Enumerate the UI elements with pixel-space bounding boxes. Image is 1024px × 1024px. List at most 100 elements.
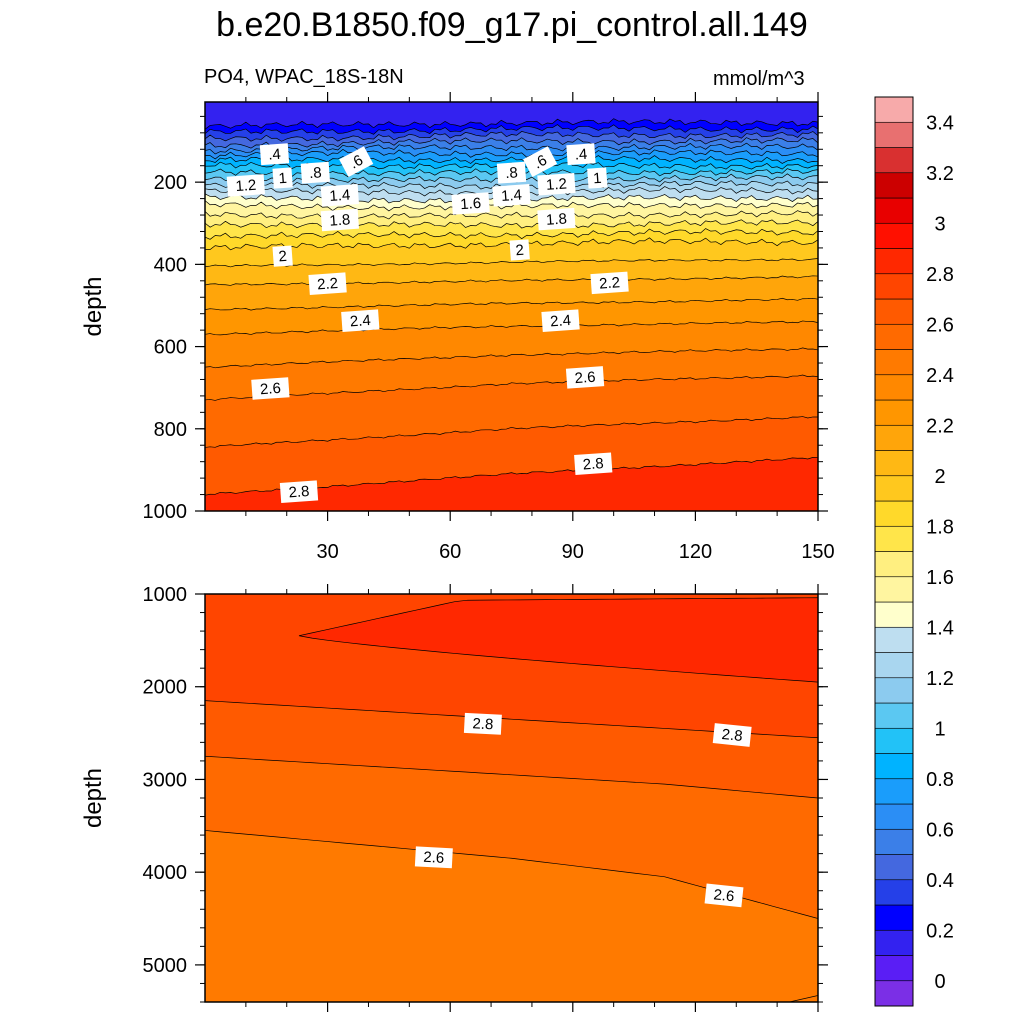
contour-label-text: 1.8	[329, 211, 351, 229]
colorbar-swatch	[874, 904, 914, 931]
contour-label: 1.4	[320, 184, 360, 207]
colorbar-label: 0.6	[926, 819, 954, 841]
contour-line	[205, 124, 818, 135]
colorbar-label: 0	[934, 971, 945, 993]
contour-label-box	[537, 172, 576, 196]
contour-label-text: 1.4	[501, 187, 523, 205]
y-tick-label: 600	[154, 337, 187, 359]
contour-label: 1.2	[537, 172, 576, 196]
colorbar-swatch	[874, 500, 914, 527]
contour-label: 2.6	[565, 366, 605, 389]
colorbar-swatch	[874, 677, 914, 704]
contour-label-text: 1.6	[460, 195, 482, 213]
contour-label: .6	[523, 146, 558, 178]
colorbar-swatch	[874, 929, 914, 956]
contour-label-text: 2.6	[423, 849, 445, 867]
colorbar-swatch	[874, 955, 914, 982]
contour-label: .4	[259, 143, 290, 166]
contour-label-text: 1.2	[235, 177, 257, 195]
x-tick-label: 90	[562, 541, 584, 563]
colorbar-label: 3.2	[926, 163, 954, 185]
colorbar-swatch	[874, 424, 914, 451]
colorbar-swatch	[874, 172, 914, 199]
colorbar-label: 1	[934, 718, 945, 740]
contour-label-text: 2.2	[599, 274, 621, 292]
contour-label-box	[537, 207, 576, 231]
colorbar-frame	[874, 96, 914, 1007]
contour-label-text: .8	[309, 164, 323, 182]
contour-label-box	[414, 846, 453, 869]
contour-label: 2.2	[590, 271, 629, 295]
contour-label-box	[712, 723, 752, 747]
contour-label-box	[574, 452, 613, 475]
colorbar-swatch	[874, 828, 914, 855]
contour-label-text: 1.4	[329, 187, 351, 205]
contour-label: 2	[509, 239, 530, 261]
colorbar-label: 2	[934, 466, 945, 488]
contour-label-text: 2.2	[317, 275, 339, 293]
contour-label-box	[704, 883, 744, 908]
contour-label-box	[300, 161, 331, 184]
colorbar-swatch	[874, 879, 914, 906]
colorbar-swatch	[874, 702, 914, 729]
contour-label-box	[492, 184, 531, 207]
contour-label-text: 1.2	[545, 176, 567, 194]
contour-label: 2.6	[251, 377, 290, 400]
contour-label-text: 2.6	[574, 369, 596, 387]
chart-title: b.e20.B1850.f09_g17.pi_control.all.149	[216, 6, 808, 44]
contour-label-text: 2	[515, 242, 525, 260]
colorbar-swatch	[874, 298, 914, 325]
contour-line	[789, 995, 818, 1002]
contour-label: .8	[300, 161, 331, 184]
contour-line	[205, 210, 818, 220]
contour-label-box	[251, 377, 290, 400]
contour-line	[205, 219, 818, 229]
contour-label-text: 2.6	[713, 886, 736, 905]
colorbar-swatch	[874, 197, 914, 224]
colorbar-swatch	[874, 349, 914, 376]
contour-label-box	[226, 174, 266, 197]
contour-line	[205, 320, 818, 336]
y-tick-label: 1000	[143, 584, 188, 606]
x-tick-label: 120	[679, 541, 712, 563]
variable-region-subtitle: PO4, WPAC_18S-18N	[204, 66, 404, 88]
colorbar-label: 0.4	[926, 870, 954, 892]
colorbar-swatch	[874, 525, 914, 552]
colorbar-swatch	[874, 248, 914, 275]
contour-label-text: 2.8	[582, 455, 604, 473]
y-tick-label: 3000	[143, 769, 188, 791]
contour-line	[205, 118, 818, 130]
colorbar-swatch	[874, 980, 914, 1007]
colorbar-swatch	[874, 121, 914, 148]
fill-band	[205, 102, 818, 130]
colorbar-swatch	[874, 626, 914, 653]
lower-fills	[205, 594, 818, 1002]
contour-label-text: 2.8	[288, 483, 310, 501]
contour-label-box	[259, 143, 290, 166]
contour-label: 2.8	[279, 480, 319, 503]
contour-label: 2.4	[341, 309, 380, 332]
contour-label: 2.6	[414, 846, 453, 869]
contour-label-box	[590, 271, 629, 295]
contour-label: .4	[566, 143, 596, 166]
colorbar-swatch	[874, 147, 914, 174]
contour-label-box	[341, 309, 380, 332]
contour-label: 1	[272, 167, 293, 189]
colorbar-label: 3	[934, 213, 945, 235]
colorbar-swatch	[874, 450, 914, 477]
contour-label-text: .4	[574, 146, 588, 164]
colorbar: 0 0.2 0.4 0.6 0.8 1 1.2 1.4 1.6 1.8 2 2.2 2.4 2.6 2.8 3…	[874, 96, 954, 1007]
colorbar-swatch	[874, 753, 914, 780]
contour-label: 2	[272, 245, 293, 267]
contour-label-text: .8	[505, 164, 519, 182]
contour-label-text: 2	[278, 248, 288, 266]
colorbar-label: 1.6	[926, 567, 954, 589]
contour-line	[205, 142, 818, 155]
colorbar-swatch	[874, 374, 914, 401]
contour-label-box	[496, 161, 527, 184]
contour-label-box	[565, 366, 605, 389]
y-tick-label: 200	[154, 172, 187, 194]
colorbar-swatch	[874, 399, 914, 426]
contour-line	[205, 297, 818, 311]
